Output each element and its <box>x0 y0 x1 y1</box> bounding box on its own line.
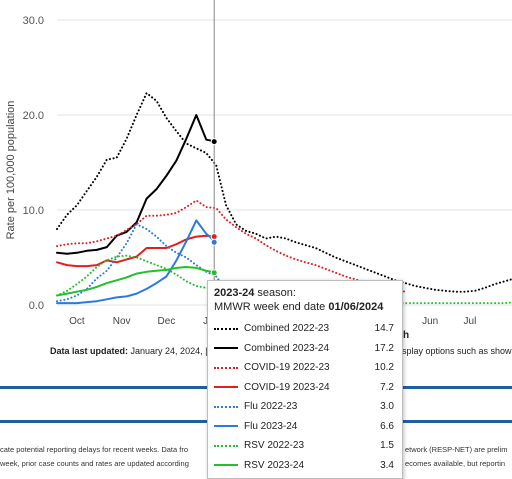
updated-value: January 24, 2024, | <box>130 346 208 356</box>
series-line-7[interactable] <box>56 254 512 305</box>
y-tick-label: 30.0 <box>23 15 44 27</box>
hover-point <box>210 269 218 277</box>
axis-label-fragment: h <box>403 330 410 341</box>
tooltip-row: Combined 2023-24 17.2 <box>214 339 394 359</box>
y-axis-label: Rate per 100,000 population <box>5 101 17 240</box>
footnote-line-2-tail: ecomes available, but reportin <box>405 459 506 468</box>
tooltip-series-name: Combined 2023-24 <box>244 342 330 354</box>
display-options-text: splay options such as show <box>402 346 512 356</box>
tooltip-row: COVID-19 2022-23 10.2 <box>214 358 394 378</box>
footnote-line-1-tail: etwork (RESP-NET) are prelim <box>405 445 508 454</box>
hover-tooltip: 2023-24 season: MMWR week end date 01/06… <box>207 280 403 479</box>
tooltip-series-name: RSV 2023-24 <box>244 459 305 471</box>
gridlines <box>57 19 512 306</box>
tooltip-series-value: 6.6 <box>380 420 394 432</box>
footnote-line-2: week, prior case counts and rates are up… <box>0 459 189 468</box>
legend-swatch <box>214 425 238 428</box>
tooltip-rows: Combined 2022-23 14.7 Combined 2023-24 17.2… <box>214 319 394 475</box>
tooltip-series-value: 14.7 <box>374 323 394 335</box>
series-line-4[interactable] <box>56 234 218 268</box>
x-tick-label: Jun <box>422 316 438 327</box>
legend-swatch <box>214 444 238 447</box>
hover-point <box>210 233 218 241</box>
y-tick-label: 20.0 <box>23 110 44 122</box>
series-line-6[interactable] <box>56 219 218 305</box>
series-line-1[interactable] <box>56 92 512 293</box>
y-axis-ticks: 0.0 10.0 20.0 30.0 <box>23 15 44 312</box>
tooltip-series-name: Flu 2022-23 <box>244 401 298 413</box>
x-tick-label: Jul <box>464 316 477 327</box>
tooltip-season-suffix: season: <box>254 287 296 299</box>
tooltip-row: Combined 2022-23 14.7 <box>214 319 394 339</box>
y-tick-label: 10.0 <box>23 205 44 217</box>
tooltip-series-value: 10.2 <box>374 362 394 374</box>
series-line-8[interactable] <box>56 266 218 297</box>
tooltip-title: 2023-24 season: <box>214 287 394 299</box>
tooltip-series-name: COVID-19 2022-23 <box>244 362 330 374</box>
tooltip-season: 2023-24 <box>214 287 255 299</box>
hover-point <box>210 238 218 246</box>
y-tick-label: 0.0 <box>29 300 44 312</box>
tooltip-series-name: Combined 2022-23 <box>244 323 330 335</box>
x-tick-label: Oct <box>69 316 85 327</box>
series-line-2[interactable] <box>56 114 218 255</box>
tooltip-date-prefix: MMWR week end date <box>214 301 329 313</box>
hover-markers <box>210 138 218 277</box>
tooltip-series-name: RSV 2022-23 <box>244 440 305 452</box>
tooltip-row: RSV 2023-24 3.4 <box>214 456 394 476</box>
tooltip-series-value: 7.2 <box>380 381 394 393</box>
tooltip-row: Flu 2023-24 6.6 <box>214 417 394 437</box>
legend-swatch <box>214 386 238 389</box>
tooltip-row: Flu 2022-23 3.0 <box>214 397 394 417</box>
legend-swatch <box>214 347 238 350</box>
series-lines[interactable] <box>56 92 512 305</box>
legend-swatch <box>214 366 238 369</box>
series-line-3[interactable] <box>56 199 407 293</box>
legend-swatch <box>214 327 238 330</box>
tooltip-series-value: 3.0 <box>380 401 394 413</box>
tooltip-date-line: MMWR week end date 01/06/2024 <box>214 301 394 313</box>
x-tick-label: Dec <box>158 316 176 327</box>
tooltip-row: RSV 2022-23 1.5 <box>214 436 394 456</box>
tooltip-series-value: 1.5 <box>380 440 394 452</box>
tooltip-series-name: Flu 2023-24 <box>244 420 298 432</box>
tooltip-date: 01/06/2024 <box>328 301 384 313</box>
tooltip-series-name: COVID-19 2023-24 <box>244 381 330 393</box>
legend-swatch <box>214 405 238 408</box>
hover-point <box>210 138 218 146</box>
tooltip-series-value: 3.4 <box>380 459 394 471</box>
footnote-line-1: cate potential reporting delays for rece… <box>0 445 189 454</box>
tooltip-series-value: 17.2 <box>374 342 394 354</box>
legend-swatch <box>214 464 238 467</box>
x-tick-label: Nov <box>113 316 131 327</box>
data-updated-note: Data last updated: January 24, 2024, | <box>50 346 207 356</box>
updated-label: Data last updated: <box>50 346 129 356</box>
tooltip-row: COVID-19 2023-24 7.2 <box>214 378 394 398</box>
